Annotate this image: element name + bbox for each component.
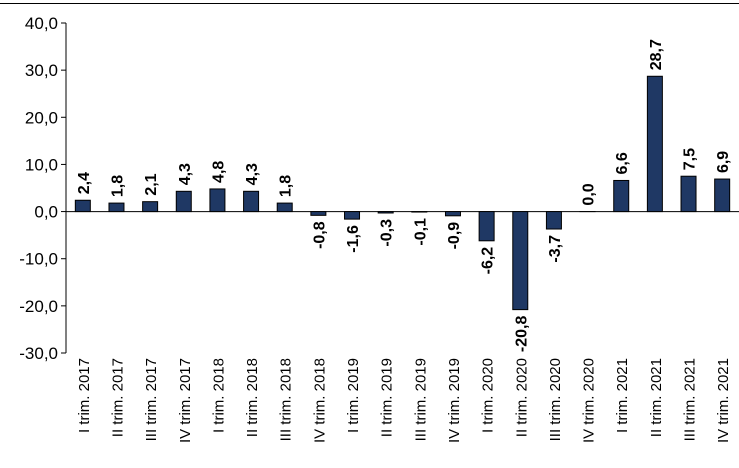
x-tick-label: IV trim. 2019: [446, 358, 463, 443]
bars-group: [75, 76, 729, 309]
x-tick-label: II trim. 2020: [513, 358, 530, 437]
y-tick-label: 40,0: [25, 14, 58, 33]
bar: [378, 212, 393, 213]
x-tick-label: II trim. 2019: [379, 358, 396, 437]
x-tick-labels-group: I trim. 2017 II trim. 2017 III trim. 2017 I…: [76, 358, 732, 443]
data-label: -0,8: [311, 221, 328, 249]
bar: [109, 203, 124, 211]
x-tick-label: III trim. 2018: [278, 358, 295, 441]
x-tick-label: II trim. 2021: [648, 358, 665, 437]
x-tick-label: III trim. 2020: [547, 358, 564, 441]
data-label: 2,1: [143, 173, 160, 195]
x-tick-label: IV trim. 2021: [715, 358, 732, 443]
bar: [479, 212, 494, 241]
x-tick-label: III trim. 2017: [143, 358, 160, 441]
data-label: 6,6: [614, 152, 631, 174]
x-tick-label: III trim. 2021: [682, 358, 699, 441]
x-tick-label: I trim. 2017: [76, 358, 93, 433]
data-label: 4,3: [244, 163, 261, 185]
x-tick-label: IV trim. 2018: [311, 358, 328, 443]
y-tick-label: 0,0: [34, 203, 58, 222]
x-tick-label: II trim. 2017: [109, 358, 126, 437]
x-tick-label: IV trim. 2017: [177, 358, 194, 443]
data-label: 28,7: [648, 39, 665, 70]
data-label: -20,8: [513, 316, 530, 353]
data-label: -6,2: [480, 247, 497, 275]
data-label: 6,9: [715, 151, 732, 173]
data-label: 1,8: [109, 175, 126, 197]
x-tick-label: I trim. 2018: [210, 358, 227, 433]
y-tick-label: -10,0: [19, 250, 58, 269]
y-tick-label: 10,0: [25, 155, 58, 174]
data-label: -0,1: [412, 218, 429, 246]
bar: [546, 212, 561, 229]
axes-group: 40,0 30,0 20,0 10,0 0,0 -10,0 -20,0 -30,0: [19, 14, 739, 363]
data-label: -0,3: [379, 219, 396, 247]
data-label: 4,3: [177, 163, 194, 185]
x-tick-label: II trim. 2018: [244, 358, 261, 437]
bar: [244, 191, 259, 211]
bar: [176, 191, 191, 211]
data-label: 2,4: [76, 172, 93, 194]
x-tick-label: I trim. 2019: [345, 358, 362, 433]
y-tick-label: -30,0: [19, 344, 58, 363]
data-label: 1,8: [278, 175, 295, 197]
bar: [311, 212, 326, 216]
y-tick-label: -20,0: [19, 297, 58, 316]
x-tick-label: I trim. 2020: [480, 358, 497, 433]
bar: [277, 203, 292, 211]
bar: [210, 189, 225, 212]
data-labels-group: 2,4 1,8 2,1 4,3 4,8 4,3 1,8 -0,8 -1,6 -0,3 -0,1 -0,…: [76, 39, 732, 352]
x-tick-label: I trim. 2021: [614, 358, 631, 433]
data-label: -0,9: [446, 222, 463, 250]
bar: [614, 180, 629, 211]
data-label: 7,5: [682, 148, 699, 170]
data-label: 0,0: [581, 183, 598, 205]
top-border-line: [0, 3, 739, 4]
bar: [647, 76, 662, 211]
data-label: 4,8: [210, 161, 227, 183]
x-tick-label: III trim. 2019: [412, 358, 429, 441]
y-tick-label: 30,0: [25, 61, 58, 80]
bar: [75, 200, 90, 211]
data-label: -3,7: [547, 235, 564, 263]
x-tick-label: IV trim. 2020: [581, 358, 598, 443]
data-label: -1,6: [345, 225, 362, 253]
bar: [345, 212, 360, 220]
bar: [445, 212, 460, 216]
bar: [681, 176, 696, 211]
bar: [143, 202, 158, 212]
bar: [715, 179, 730, 212]
y-tick-label: 20,0: [25, 108, 58, 127]
bar: [513, 212, 528, 310]
